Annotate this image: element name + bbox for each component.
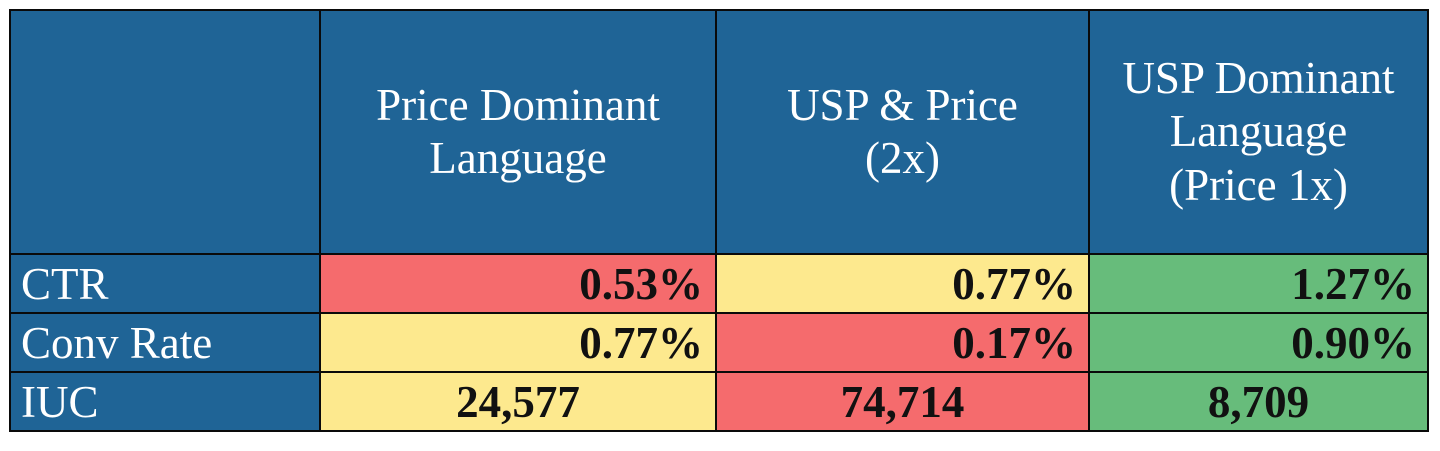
- value-cell: 24,577: [319, 371, 717, 432]
- column-header-line: USP & Price: [787, 79, 1018, 130]
- column-header-line: (Price 1x): [1169, 159, 1348, 210]
- value-cell: 1.27%: [1088, 253, 1429, 314]
- column-header-line: Price Dominant: [376, 79, 660, 130]
- value-text: 0.77%: [952, 258, 1076, 309]
- column-header-line: Language: [429, 133, 607, 183]
- value-cell: 0.17%: [715, 312, 1090, 373]
- column-header-line: Language: [1169, 106, 1348, 157]
- value-text: 0.90%: [1291, 317, 1415, 368]
- value-text: 8,709: [1207, 376, 1310, 427]
- row-label-iuc: IUC: [9, 371, 321, 432]
- value-cell: 0.77%: [319, 312, 717, 373]
- value-cell: 74,714: [715, 371, 1090, 432]
- value-text: 24,577: [456, 376, 580, 427]
- row-label-ctr: CTR: [9, 253, 321, 314]
- value-text: 1.27%: [1291, 258, 1415, 309]
- value-text: 0.17%: [952, 317, 1076, 368]
- column-header-line: USP Dominant: [1122, 53, 1395, 104]
- value-text: 0.77%: [579, 317, 703, 368]
- value-cell: 0.53%: [319, 253, 717, 314]
- header-row: Price Dominant Language USP & Price (2x)…: [9, 9, 1429, 255]
- column-header-usp-and-price: USP & Price (2x): [715, 9, 1090, 255]
- value-text: 0.53%: [579, 258, 703, 309]
- table-row-ctr: CTR 0.53% 0.77% 1.27%: [9, 253, 1429, 314]
- value-cell: 8,709: [1088, 371, 1429, 432]
- corner-cell: [9, 9, 321, 255]
- value-cell: 0.77%: [715, 253, 1090, 314]
- table-row-conv-rate: Conv Rate 0.77% 0.17% 0.90%: [9, 312, 1429, 373]
- results-table: Price Dominant Language USP & Price (2x)…: [9, 9, 1429, 432]
- row-label-conv-rate: Conv Rate: [9, 312, 321, 373]
- column-header-line: (2x): [865, 133, 940, 183]
- value-cell: 0.90%: [1088, 312, 1429, 373]
- table-row-iuc: IUC 24,577 74,714 8,709: [9, 371, 1429, 432]
- value-text: 74,714: [840, 376, 965, 427]
- column-header-usp-dominant: USP Dominant Language (Price 1x): [1088, 9, 1429, 255]
- column-header-price-dominant: Price Dominant Language: [319, 9, 717, 255]
